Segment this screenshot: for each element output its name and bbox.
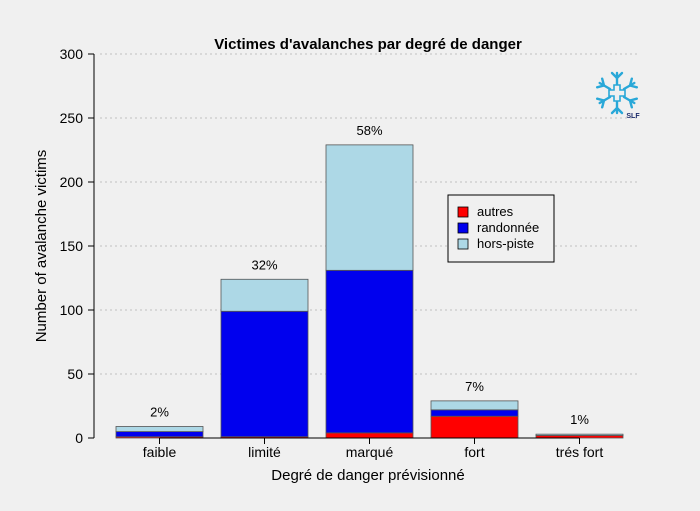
percentage-labels: 2% 32% 58% 7% 1% xyxy=(150,123,589,427)
y-axis: 0 50 100 150 200 250 300 xyxy=(60,46,95,446)
bars-group xyxy=(115,144,624,439)
bar-segment-hors-piste xyxy=(535,433,624,436)
legend-label: randonnée xyxy=(477,220,539,235)
x-axis: faible limité marqué fort trés fort xyxy=(143,437,604,460)
snowflake-arm-branch xyxy=(610,106,619,115)
bar-segment-hors-piste xyxy=(325,144,414,271)
snowflake-arm-branch xyxy=(595,97,606,102)
bar-segment-autres xyxy=(325,432,414,439)
y-tick-label: 150 xyxy=(60,238,84,254)
legend-label: autres xyxy=(477,204,514,219)
snowflake-arm-branch xyxy=(628,84,639,89)
y-tick-label: 250 xyxy=(60,110,84,126)
snowflake-arm-branch xyxy=(600,77,606,87)
bar-percentage-label: 32% xyxy=(251,257,277,272)
bar-segment-randonnée xyxy=(325,269,414,434)
y-tick-label: 200 xyxy=(60,174,84,190)
x-tick-label: marqué xyxy=(346,444,394,460)
snowflake-arm xyxy=(610,99,624,115)
y-axis-label: Number of avalanche victims xyxy=(33,150,50,343)
bar-segment-hors-piste xyxy=(220,278,309,312)
snowflake-cross-icon xyxy=(595,71,639,115)
bar-segment-randonnée xyxy=(115,431,204,438)
bar-segment-hors-piste xyxy=(115,426,204,433)
y-tick-label: 100 xyxy=(60,302,84,318)
logo-label: SLF xyxy=(626,113,640,120)
bar-segment-randonnée xyxy=(220,310,309,438)
snowflake-arm xyxy=(610,71,624,87)
bar-percentage-label: 2% xyxy=(150,404,169,419)
snowflake-arm xyxy=(595,77,612,91)
snowflake-arm xyxy=(595,95,612,109)
legend-swatch xyxy=(457,222,469,234)
snowflake-arm xyxy=(622,95,639,109)
bar-percentage-label: 58% xyxy=(356,123,382,138)
y-tick-label: 300 xyxy=(60,46,84,62)
chart-title: Victimes d'avalanches par degré de dange… xyxy=(214,36,522,53)
x-axis-label: Degré de danger prévisionné xyxy=(271,467,464,484)
bar-segment-randonnée xyxy=(430,409,519,417)
y-tick-label: 0 xyxy=(75,430,83,446)
legend-swatch xyxy=(457,206,469,218)
y-tick-label: 50 xyxy=(67,366,83,382)
bar-segment-hors-piste xyxy=(430,400,519,411)
bar-percentage-label: 7% xyxy=(465,379,484,394)
snowflake-arm-branch xyxy=(628,99,634,109)
x-tick-label: fort xyxy=(464,444,484,460)
legend-label: hors-piste xyxy=(477,236,534,251)
x-tick-label: faible xyxy=(143,444,177,460)
bar-segment-autres xyxy=(430,415,519,439)
x-tick-label: trés fort xyxy=(556,444,604,460)
x-tick-label: limité xyxy=(248,444,281,460)
legend-swatch xyxy=(457,238,469,250)
snowflake-arm xyxy=(622,77,639,91)
swiss-cross xyxy=(608,84,626,102)
bar-percentage-label: 1% xyxy=(570,412,589,427)
slf-logo: SLF xyxy=(595,71,640,120)
snowflake-arm-branch xyxy=(615,71,624,80)
